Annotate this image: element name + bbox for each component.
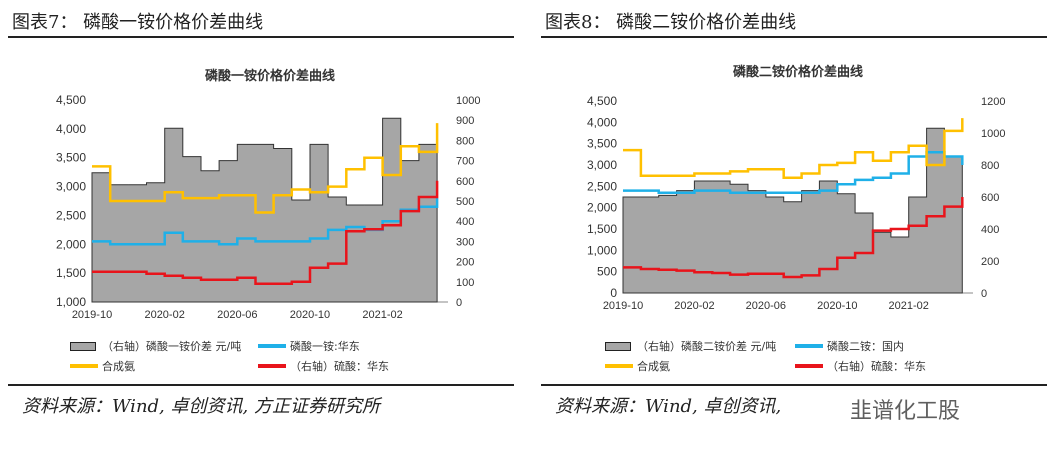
legend-swatch (70, 364, 98, 368)
x-tick-label: 2020-02 (674, 300, 714, 312)
y2-tick-label: 400 (981, 224, 999, 236)
source-note: 资料来源：Wind, 卓创资讯, (555, 396, 782, 417)
series-line-2 (623, 118, 964, 180)
series-area-0 (622, 127, 963, 294)
legend-swatch (795, 364, 823, 368)
watermark: 韭谱化工股 (850, 399, 961, 424)
legend-label: （右轴）磷酸二铵价差 元/吨 (637, 340, 777, 353)
figure-7: 图表7： 磷酸一铵价格价差曲线 磷酸一铵价格价差曲线 1,000 1,500 2,00… (0, 0, 520, 457)
y-tick-label: 2,000 (56, 237, 86, 251)
y2-tick-label: 800 (456, 135, 474, 147)
y-tick-label: 3,500 (56, 151, 86, 165)
y-tick-label: 500 (597, 265, 617, 279)
legend-item-ammonia: 合成氨 (605, 358, 670, 374)
x-tick-label: 2020-02 (144, 309, 184, 321)
chart-diammonium-phosphate: 磷酸二铵价格价差曲线 0 500 1,000 1,500 2,000 2,500 3,000 3… (587, 64, 1006, 312)
y-tick-label: 4,500 (56, 93, 86, 107)
y-tick-label: 0 (610, 286, 617, 300)
divider (541, 384, 1047, 386)
y2-tick-label: 700 (456, 156, 474, 168)
y2-tick-label: 200 (981, 256, 999, 268)
legend-item-dap: 磷酸二铵：国内 (795, 338, 904, 354)
legend-item-ammonia: 合成氨 (70, 358, 135, 374)
y-tick-label: 1,500 (587, 222, 617, 236)
divider (8, 36, 514, 38)
y-tick-label: 3,000 (56, 180, 86, 194)
x-tick-label: 2020-10 (290, 309, 330, 321)
y-tick-label: 4,000 (56, 122, 86, 136)
y-tick-label: 3,000 (587, 158, 617, 172)
figure-title: 图表8： 磷酸二铵价格价差曲线 (545, 12, 797, 33)
series-line-1 (623, 150, 964, 194)
x-tick-label: 2021-02 (362, 309, 402, 321)
series-line-2 (92, 123, 439, 214)
legend-item-sulfuric-acid: （右轴）硫酸：华东 (258, 358, 389, 374)
y2-tick-label: 200 (456, 257, 474, 269)
y2-tick-label: 900 (456, 115, 474, 127)
legend-label: 合成氨 (637, 360, 670, 373)
divider (8, 384, 514, 386)
chart-mono-ammonium-phosphate: 磷酸一铵价格价差曲线 1,000 1,500 2,000 2,500 3,000 3,500… (56, 68, 481, 321)
legend-label: （右轴）硫酸：华东 (290, 360, 389, 373)
legend-swatch (605, 341, 631, 351)
x-tick-label: 2020-06 (746, 300, 786, 312)
legend-label: 合成氨 (102, 360, 135, 373)
legend-item-spread: （右轴）磷酸一铵价差 元/吨 (70, 338, 241, 354)
y2-tick-label: 600 (456, 176, 474, 188)
legend-label: 磷酸二铵：国内 (827, 340, 904, 353)
legend-swatch (605, 364, 633, 368)
y2-tick-label: 0 (456, 297, 462, 309)
x-tick-label: 2021-02 (889, 300, 929, 312)
series-area-0 (91, 117, 438, 303)
legend-label: 磷酸一铵:华东 (290, 340, 360, 353)
y2-tick-label: 0 (981, 288, 987, 300)
x-tick-label: 2019-10 (603, 300, 643, 312)
y2-tick-label: 100 (456, 277, 474, 289)
legend-swatch (795, 344, 823, 348)
legend-item-map: 磷酸一铵:华东 (258, 338, 360, 354)
y-tick-label: 4,000 (587, 115, 617, 129)
y2-tick-label: 300 (456, 236, 474, 248)
x-tick-label: 2020-06 (217, 309, 257, 321)
x-tick-label: 2020-10 (817, 300, 857, 312)
x-tick-label: 2019-10 (72, 309, 112, 321)
y-tick-label: 2,500 (56, 208, 86, 222)
legend-item-sulfuric-acid: （右轴）硫酸：华东 (795, 358, 926, 374)
y-tick-label: 4,500 (587, 94, 617, 108)
y-tick-label: 1,000 (56, 295, 86, 309)
source-note: 资料来源：Wind, 卓创资讯, 方正证券研究所 (22, 396, 380, 417)
series-line-3 (92, 180, 439, 286)
legend-label: （右轴）硫酸：华东 (827, 360, 926, 373)
y2-tick-label: 1000 (981, 128, 1005, 140)
chart-title: 磷酸二铵价格价差曲线 (733, 64, 863, 79)
figure-8: 图表8： 磷酸二铵价格价差曲线 磷酸二铵价格价差曲线 0 500 1,000 1,500… (533, 0, 1053, 457)
legend-swatch (258, 364, 286, 368)
figure-title: 图表7： 磷酸一铵价格价差曲线 (12, 12, 264, 33)
legend-swatch (258, 344, 286, 348)
y-tick-label: 2,000 (587, 201, 617, 215)
y2-tick-label: 1200 (981, 96, 1005, 108)
y2-tick-label: 1000 (456, 95, 480, 107)
chart-title: 磷酸一铵价格价差曲线 (205, 68, 335, 83)
y-tick-label: 1,000 (587, 243, 617, 257)
legend-swatch (70, 341, 96, 351)
y2-tick-label: 600 (981, 192, 999, 204)
series-line-3 (623, 197, 964, 279)
series-line-1 (92, 198, 439, 246)
y2-tick-label: 800 (981, 160, 999, 172)
y2-tick-label: 500 (456, 196, 474, 208)
y-tick-label: 2,500 (587, 179, 617, 193)
y-tick-label: 3,500 (587, 137, 617, 151)
legend-label: （右轴）磷酸一铵价差 元/吨 (102, 340, 242, 353)
divider (541, 36, 1047, 38)
y2-tick-label: 400 (456, 216, 474, 228)
y-tick-label: 1,500 (56, 266, 86, 280)
legend-item-spread: （右轴）磷酸二铵价差 元/吨 (605, 338, 776, 354)
